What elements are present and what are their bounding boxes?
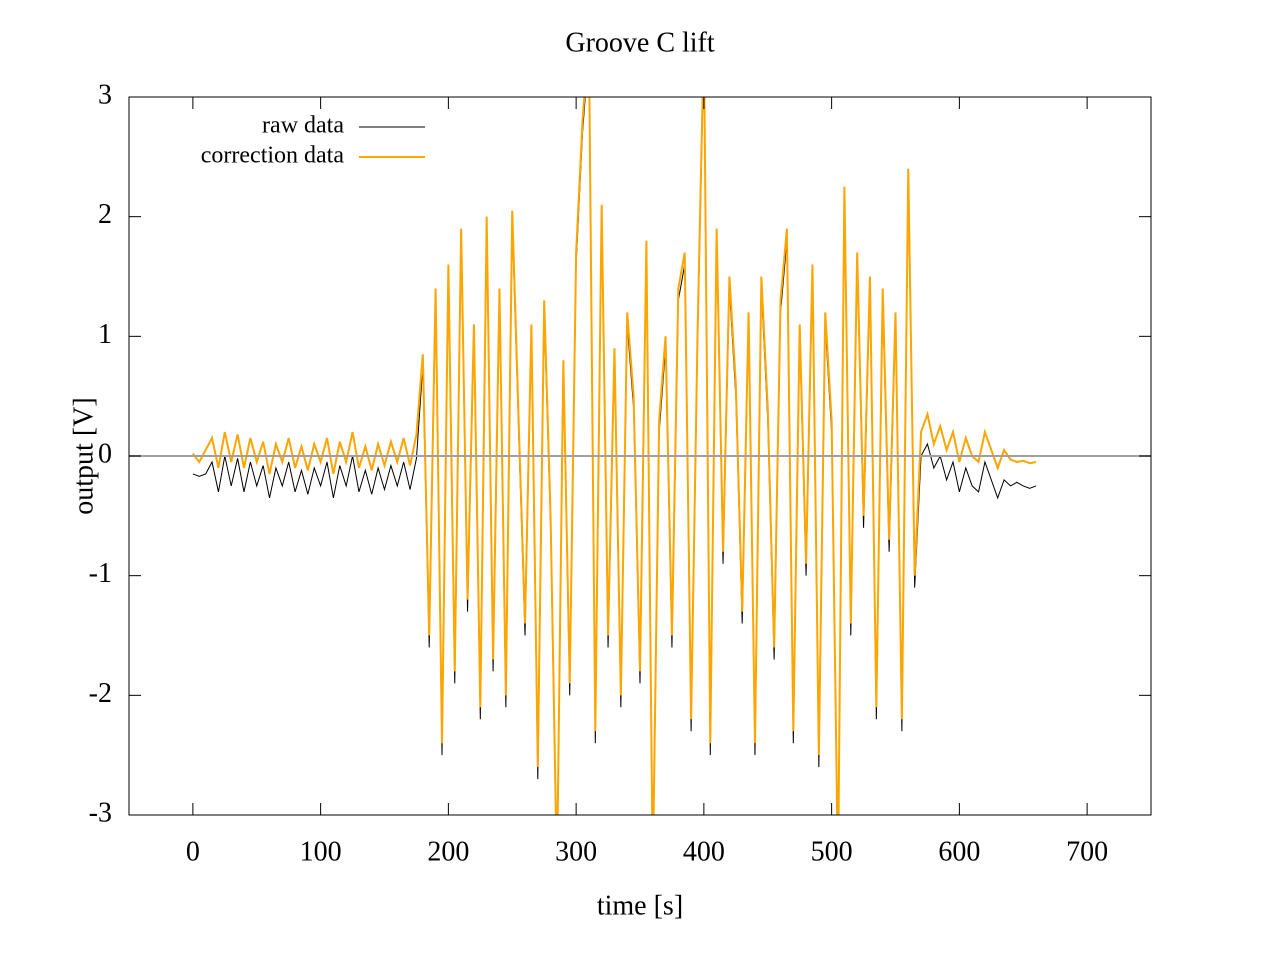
x-tick-label: 400: [683, 836, 725, 867]
y-tick-label: -3: [89, 797, 112, 828]
legend-label: raw data: [262, 113, 344, 139]
y-tick-label: 2: [98, 199, 112, 230]
y-tick-label: 3: [98, 79, 112, 110]
x-tick-label: 0: [186, 836, 200, 867]
legend-label: correction data: [201, 143, 345, 169]
plot-area: [192, 97, 1037, 815]
y-tick-label: -1: [89, 558, 112, 589]
data-line: [192, 97, 1037, 815]
chart-title: Groove C lift: [565, 27, 715, 58]
y-tick-label: 1: [98, 319, 112, 350]
x-tick-label: 700: [1066, 836, 1108, 867]
y-tick-label: -2: [89, 678, 112, 709]
x-tick-label: 600: [938, 836, 980, 867]
x-tick-label: 100: [300, 836, 342, 867]
x-tick-label: 200: [427, 836, 469, 867]
x-axis-label: time [s]: [597, 890, 683, 921]
data-line: [192, 97, 1037, 815]
plot-frame: [128, 96, 1152, 816]
x-tick-label: 500: [811, 836, 853, 867]
y-axis-label: output [V]: [68, 397, 99, 514]
y-tick-label: 0: [98, 438, 112, 469]
x-tick-label: 300: [555, 836, 597, 867]
